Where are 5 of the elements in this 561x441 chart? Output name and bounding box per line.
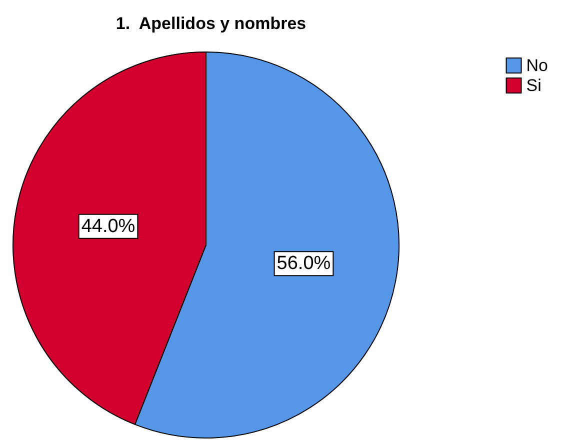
legend-label: Si xyxy=(526,76,542,95)
legend-label: No xyxy=(526,56,548,75)
data-label: 44.0% xyxy=(81,216,136,237)
data-label: 56.0% xyxy=(276,253,331,274)
chart-title: 1. Apellidos y nombres xyxy=(116,14,306,33)
